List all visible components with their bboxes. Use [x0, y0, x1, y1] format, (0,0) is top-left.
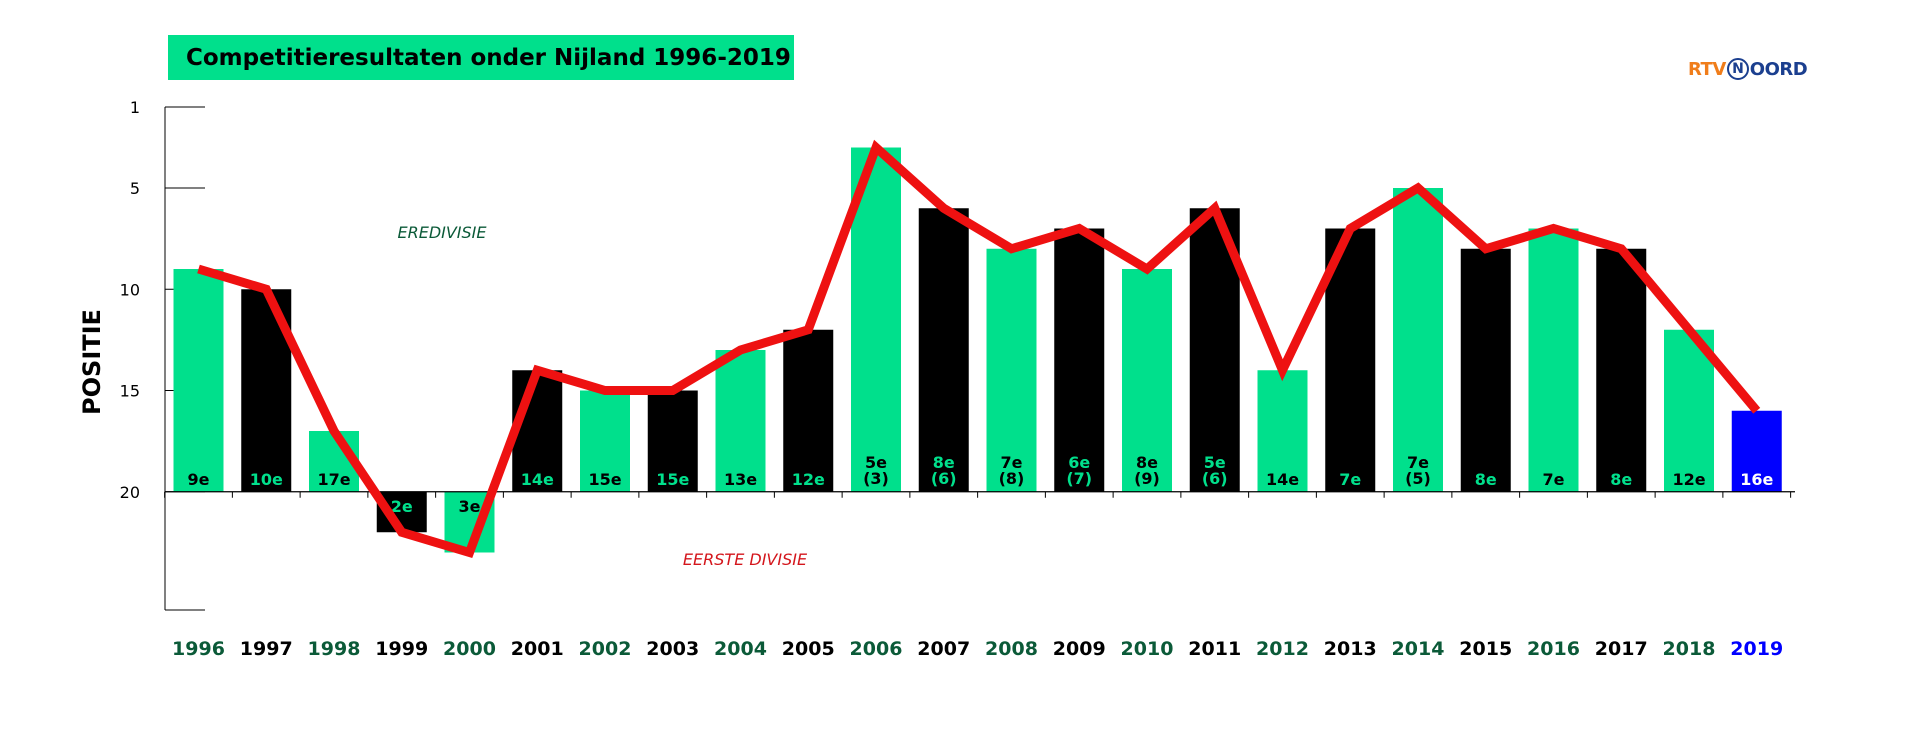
x-tick-label-1997: 1997	[240, 638, 293, 660]
bar-2019	[1731, 410, 1782, 492]
bar-label-1997: 10e	[250, 470, 283, 489]
y-tick-label: 15	[120, 382, 140, 401]
logo-n-circle: N	[1726, 58, 1749, 80]
x-tick-label-2018: 2018	[1663, 638, 1716, 660]
bar-2008	[986, 248, 1037, 492]
bar-label-2002: 15e	[588, 470, 621, 489]
x-tick-label-2010: 2010	[1121, 638, 1174, 660]
x-tick-label-2012: 2012	[1256, 638, 1309, 660]
annotation-eerste-divisie: EERSTE DIVISIE	[683, 550, 808, 569]
bar-label-2019: 16e	[1740, 470, 1773, 489]
y-tick-label: 1	[130, 98, 140, 117]
x-tick-label-2003: 2003	[646, 638, 699, 660]
bar-label-2010: 8e	[1136, 453, 1158, 472]
x-tick-label-2006: 2006	[850, 638, 903, 660]
chart-title-box: Competitieresultaten onder Nijland 1996-…	[168, 35, 794, 80]
bar-label-2001: 14e	[521, 470, 554, 489]
bar-label-2014: 7e	[1407, 453, 1429, 472]
bar-label-2005: 12e	[792, 470, 825, 489]
bar-label-2013: 7e	[1339, 470, 1361, 489]
y-tick-label: 5	[130, 179, 140, 198]
bar-2012	[1257, 370, 1308, 492]
x-tick-label-2005: 2005	[782, 638, 835, 660]
bar-sublabel-2008: (8)	[999, 469, 1025, 488]
logo-rtv: RTV	[1688, 58, 1726, 80]
bar-label-2007: 8e	[933, 453, 955, 472]
bar-sublabel-2014: (5)	[1405, 469, 1431, 488]
bar-2014	[1393, 188, 1443, 492]
bar-label-1996: 9e	[188, 470, 210, 489]
bar-2002	[580, 390, 630, 492]
bar-label-2016: 7e	[1543, 470, 1565, 489]
x-tick-label-2004: 2004	[714, 638, 767, 660]
bar-2005	[783, 329, 834, 492]
bar-2016	[1528, 228, 1579, 492]
bar-2001	[512, 370, 563, 492]
annotation-eredivisie: EREDIVISIE	[397, 223, 487, 242]
bar-sublabel-2007: (6)	[931, 469, 957, 488]
bar-sublabel-2010: (9)	[1134, 469, 1160, 488]
bar-2004	[715, 350, 766, 492]
x-tick-label-2014: 2014	[1392, 638, 1445, 660]
bar-label-2011: 5e	[1204, 453, 1226, 472]
x-tick-label-2019: 2019	[1730, 638, 1783, 660]
bar-label-2008: 7e	[1001, 453, 1023, 472]
bar-2015	[1460, 248, 1511, 492]
y-tick-label: 10	[120, 280, 140, 299]
bar-label-1998: 17e	[317, 470, 350, 489]
x-tick-label-2013: 2013	[1324, 638, 1377, 660]
bar-label-2012: 14e	[1266, 470, 1299, 489]
x-tick-label-2000: 2000	[443, 638, 496, 660]
bar-label-2018: 12e	[1672, 470, 1705, 489]
x-tick-label-1996: 1996	[172, 638, 225, 660]
bar-2009	[1054, 228, 1105, 492]
bar-2017	[1596, 248, 1647, 492]
bar-2018	[1664, 329, 1714, 492]
x-tick-label-1998: 1998	[308, 638, 361, 660]
bar-2003	[647, 390, 698, 492]
x-tick-label-2009: 2009	[1053, 638, 1106, 660]
bar-label-2015: 8e	[1475, 470, 1497, 489]
bar-2010	[1122, 269, 1172, 492]
bar-sublabel-2009: (7)	[1066, 469, 1092, 488]
bar-label-2017: 8e	[1610, 470, 1632, 489]
y-axis-title: POSITIE	[78, 309, 106, 415]
bar-label-2004: 13e	[724, 470, 757, 489]
position-line	[197, 139, 1761, 559]
bar-label-2009: 6e	[1068, 453, 1090, 472]
bar-sublabel-2011: (6)	[1202, 469, 1228, 488]
bar-sublabel-2006: (3)	[863, 469, 889, 488]
chart-title: Competitieresultaten onder Nijland 1996-…	[186, 44, 791, 71]
x-tick-label-2017: 2017	[1595, 638, 1648, 660]
x-tick-label-2008: 2008	[985, 638, 1038, 660]
logo-oord: OORD	[1749, 58, 1808, 80]
x-tick-label-2007: 2007	[917, 638, 970, 660]
x-tick-label-2016: 2016	[1527, 638, 1580, 660]
y-tick-label: 20	[120, 483, 140, 502]
bar-label-2006: 5e	[865, 453, 887, 472]
bar-1996	[173, 269, 224, 492]
x-tick-label-1999: 1999	[375, 638, 428, 660]
x-tick-label-2002: 2002	[579, 638, 632, 660]
bar-2007	[918, 208, 969, 492]
x-tick-label-2011: 2011	[1188, 638, 1241, 660]
bar-label-2003: 15e	[656, 470, 689, 489]
x-tick-label-2001: 2001	[511, 638, 564, 660]
bar-label-1999: 2e	[391, 497, 413, 516]
x-tick-label-2015: 2015	[1459, 638, 1512, 660]
bar-label-2000: 3e	[459, 497, 481, 516]
rtv-noord-logo: RTV N OORD	[1688, 56, 1808, 82]
